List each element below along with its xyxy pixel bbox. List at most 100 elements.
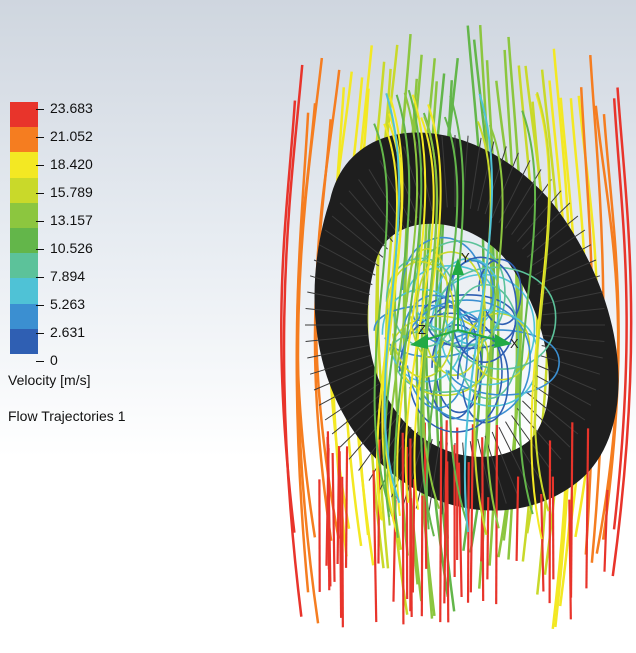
legend-swatch [10,202,38,228]
flow-trajectory [611,87,633,577]
rotor-vane [324,229,380,267]
flow-trajectory [434,58,459,612]
rotor-vane [307,291,369,305]
flow-trajectory [296,57,324,624]
rotor-vane [305,307,368,316]
legend-tick-label: 21.052 [36,128,93,144]
triad-y-label: Y [461,250,470,265]
triad-z-label: Z [418,322,426,337]
flow-trajectory [486,497,490,580]
rotor-vane [391,152,419,219]
flow-trajectory [401,432,405,625]
legend-tick-label: 7.894 [36,268,85,284]
rotor-vane [313,364,373,391]
flow-trajectory [589,54,605,563]
flow-trajectory [495,425,499,605]
flow-trajectory [457,462,463,597]
flow-trajectory [435,266,557,370]
rotor-vane [491,152,519,219]
flow-trajectory [518,110,537,515]
rotor-vane [498,160,531,224]
flow-trajectory [533,92,551,512]
rotor-vane [526,215,579,258]
rotor-vane [484,146,507,215]
flow-trajectory [282,64,304,617]
legend-tick-label: 0 [36,352,58,368]
legend-swatch [10,328,38,354]
legend-tick-label: 13.157 [36,212,93,228]
rotor-vane [537,364,597,391]
legend-swatch [10,102,38,128]
flow-trajectory [568,499,572,620]
flow-trajectory [396,94,427,517]
flow-trajectory [436,257,502,346]
legend-color-bar [10,102,38,354]
rotor-vane [428,441,441,513]
legend-tick-label: 18.420 [36,156,93,172]
flow-trajectory [463,93,494,533]
rotor-vane [469,137,482,209]
legend-tick-label: 15.789 [36,184,93,200]
flow-trajectory [383,94,411,518]
legend-tick-label: 10.526 [36,240,93,256]
flow-trajectory [373,123,394,517]
flow-trajectory [434,329,560,396]
rotor-vane [505,421,542,481]
rotor-vane [324,383,380,421]
legend-swatch [10,127,38,153]
legend-tick-label: 23.683 [36,100,93,116]
legend-swatch [10,303,38,329]
flow-trajectory [480,493,484,562]
trajectory-lines-front [318,89,609,628]
rotor-vane [318,244,376,276]
legend-swatch [10,152,38,178]
rotor-vane [541,291,603,305]
coordinate-triad: Y X Z [410,250,519,351]
flow-trajectory [338,451,343,618]
flow-trajectory [466,462,470,603]
rotor-vane [309,355,371,375]
flow-trajectory [331,452,336,582]
rotor-vane [534,374,592,406]
rotor-vane [530,383,586,421]
rotor-vane [516,190,562,242]
flow-trajectory [473,121,492,536]
rotor-vane [309,275,371,295]
rotor-vane [305,334,368,343]
rotor-vane [542,307,605,316]
rotor-vane [516,408,562,460]
plot-name-label: Flow Trajectories 1 [8,408,126,424]
rotor-vane [522,400,571,448]
rotor-vane [539,355,601,375]
flow-trajectory [603,489,609,572]
rotor-vane [307,345,369,359]
legend-unit-label: Velocity [m/s] [8,372,91,388]
rotor-vane [537,259,597,286]
flow-trajectory [325,448,330,566]
flow-trajectory [336,446,341,564]
flow-trajectory [439,426,443,623]
flow-trajectory [341,476,344,628]
flow-trajectory [551,476,555,580]
legend-swatch [10,253,38,279]
flow-trajectory [409,498,413,618]
flow-trajectory [469,424,475,593]
flow-trajectory [383,122,403,501]
flow-trajectory [485,124,504,529]
flow-trajectory [515,476,520,561]
flow-trajectory [344,446,349,568]
flow-trajectory [420,495,424,617]
rotor-vane [441,135,448,208]
flow-trajectory [444,256,518,363]
rotor-vane [541,345,603,359]
flow-trajectory [443,420,448,604]
rotor-vane [313,259,373,286]
flow-trajectory [601,114,620,540]
flow-trajectory [411,479,416,593]
flow-trajectory [430,273,536,386]
flow-trajectory [540,493,545,592]
rotor-vane [331,215,384,258]
flow-trajectory [457,336,509,424]
rotor-vane [530,229,586,267]
